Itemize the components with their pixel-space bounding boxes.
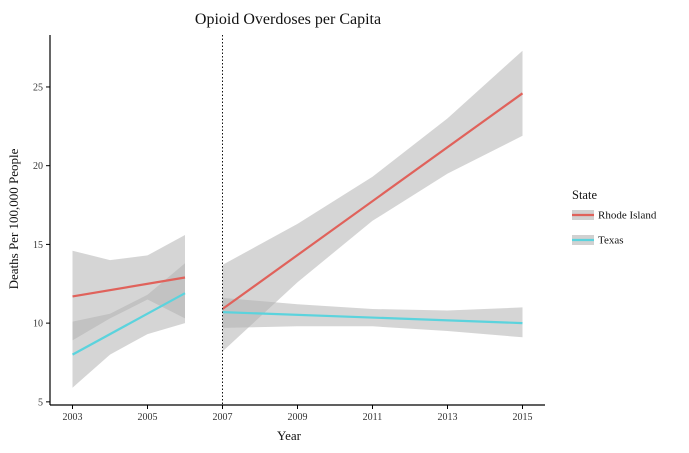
legend-title: State — [572, 188, 597, 202]
y-tick-label-25: 25 — [33, 82, 43, 93]
x-tick-label-2003: 2003 — [63, 412, 83, 423]
series-line-rhode-island-1 — [72, 276, 186, 298]
x-axis-title: Year — [277, 428, 302, 443]
legend-label-rhode-island: Rhode Island — [598, 210, 657, 222]
series-line-texas-1 — [71, 292, 186, 356]
x-tick-label-2015: 2015 — [513, 412, 533, 423]
y-axis-title: Deaths Per 100,000 People — [6, 148, 21, 289]
legend-label-texas: Texas — [598, 235, 624, 247]
x-tick-label-2005: 2005 — [138, 412, 158, 423]
ci-band-texas-1 — [72, 263, 185, 388]
confidence-bands — [72, 50, 523, 388]
y-tick-label-5: 5 — [38, 397, 43, 408]
y-tick-label-10: 10 — [33, 319, 43, 330]
x-tick-label-2009: 2009 — [288, 412, 308, 423]
x-axis-ticks: 2003 2005 2007 2009 2011 2013 2015 — [63, 405, 533, 423]
x-tick-label-2013: 2013 — [438, 412, 458, 423]
chart-title: Opioid Overdoses per Capita — [195, 11, 381, 28]
series-lines — [71, 92, 524, 356]
y-tick-label-20: 20 — [33, 161, 43, 172]
y-tick-label-15: 15 — [33, 240, 43, 251]
series-line-rhode-island-2 — [221, 92, 524, 310]
legend-entries: Rhode Island Texas — [572, 210, 657, 247]
y-axis-ticks: 5 10 15 20 25 — [33, 82, 50, 408]
legend: State Rhode Island Texas — [572, 188, 657, 247]
series-line-texas-2 — [222, 311, 523, 325]
x-tick-label-2011: 2011 — [363, 412, 383, 423]
x-tick-label-2007: 2007 — [213, 412, 233, 423]
